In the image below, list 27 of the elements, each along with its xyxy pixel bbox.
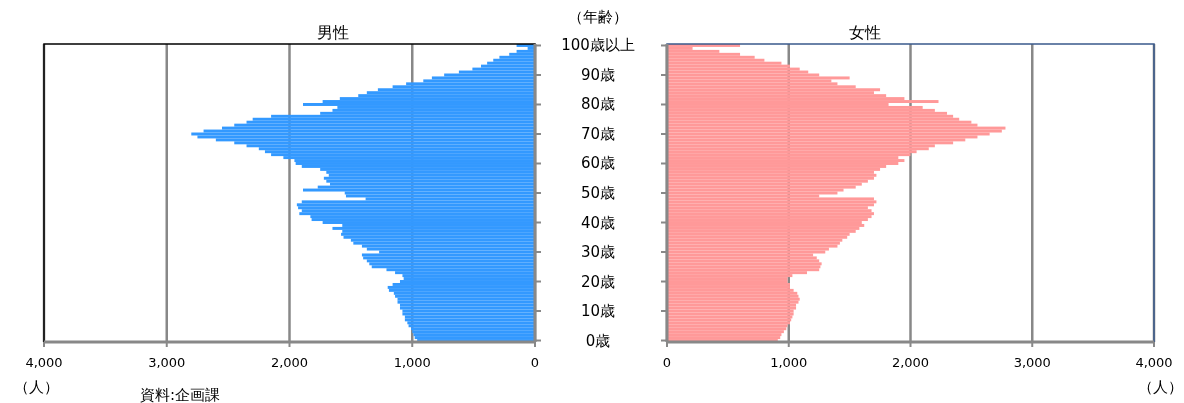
x-axis-title: （人） (13, 378, 59, 396)
y-axis-title: （年齢） (568, 8, 628, 26)
x-tick-label: 4,000 (25, 355, 63, 370)
x-tick-label: 0 (530, 355, 540, 370)
x-tick-label: 2,000 (891, 355, 930, 370)
y-tick-label: 80歳 (580, 95, 616, 114)
y-tick-label: 20歳 (580, 272, 616, 291)
x-tick-label: 4,000 (1135, 355, 1173, 370)
y-tick-label: 90歳 (580, 65, 616, 84)
x-tick-label: 3,000 (148, 355, 186, 370)
y-tick-label: 0歳 (585, 331, 611, 350)
y-tick-label: 50歳 (580, 184, 616, 202)
y-tick-label: 100歳以上 (561, 36, 635, 55)
y-tick-label: 70歳 (580, 124, 616, 143)
x-tick-label: 0 (662, 355, 672, 370)
x-tick-label: 2,000 (270, 355, 309, 370)
chart-title: 女性 (849, 23, 881, 42)
y-tick-label: 40歳 (580, 213, 616, 232)
y-tick-label: 60歳 (580, 154, 616, 173)
y-tick-label: 10歳 (580, 302, 616, 321)
text: 資料:企画課 (140, 386, 221, 403)
chart-title: 男性 (317, 23, 349, 42)
y-tick-label: 30歳 (580, 243, 616, 262)
x-tick-label: 1,000 (770, 355, 808, 370)
x-tick-label: 3,000 (1013, 355, 1051, 370)
x-tick-label: 1,000 (393, 355, 431, 370)
x-axis-title: （人） (1137, 378, 1183, 396)
